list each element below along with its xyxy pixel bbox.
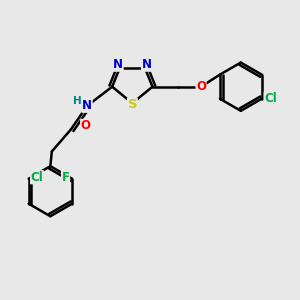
Text: N: N: [82, 99, 92, 112]
Text: O: O: [196, 80, 206, 93]
Text: Cl: Cl: [31, 171, 43, 184]
Text: F: F: [61, 171, 70, 184]
Text: N: N: [113, 58, 123, 71]
Text: H: H: [74, 95, 82, 106]
Text: Cl: Cl: [264, 92, 277, 105]
Text: N: N: [142, 58, 152, 71]
Text: S: S: [128, 98, 137, 111]
Text: O: O: [81, 119, 91, 132]
